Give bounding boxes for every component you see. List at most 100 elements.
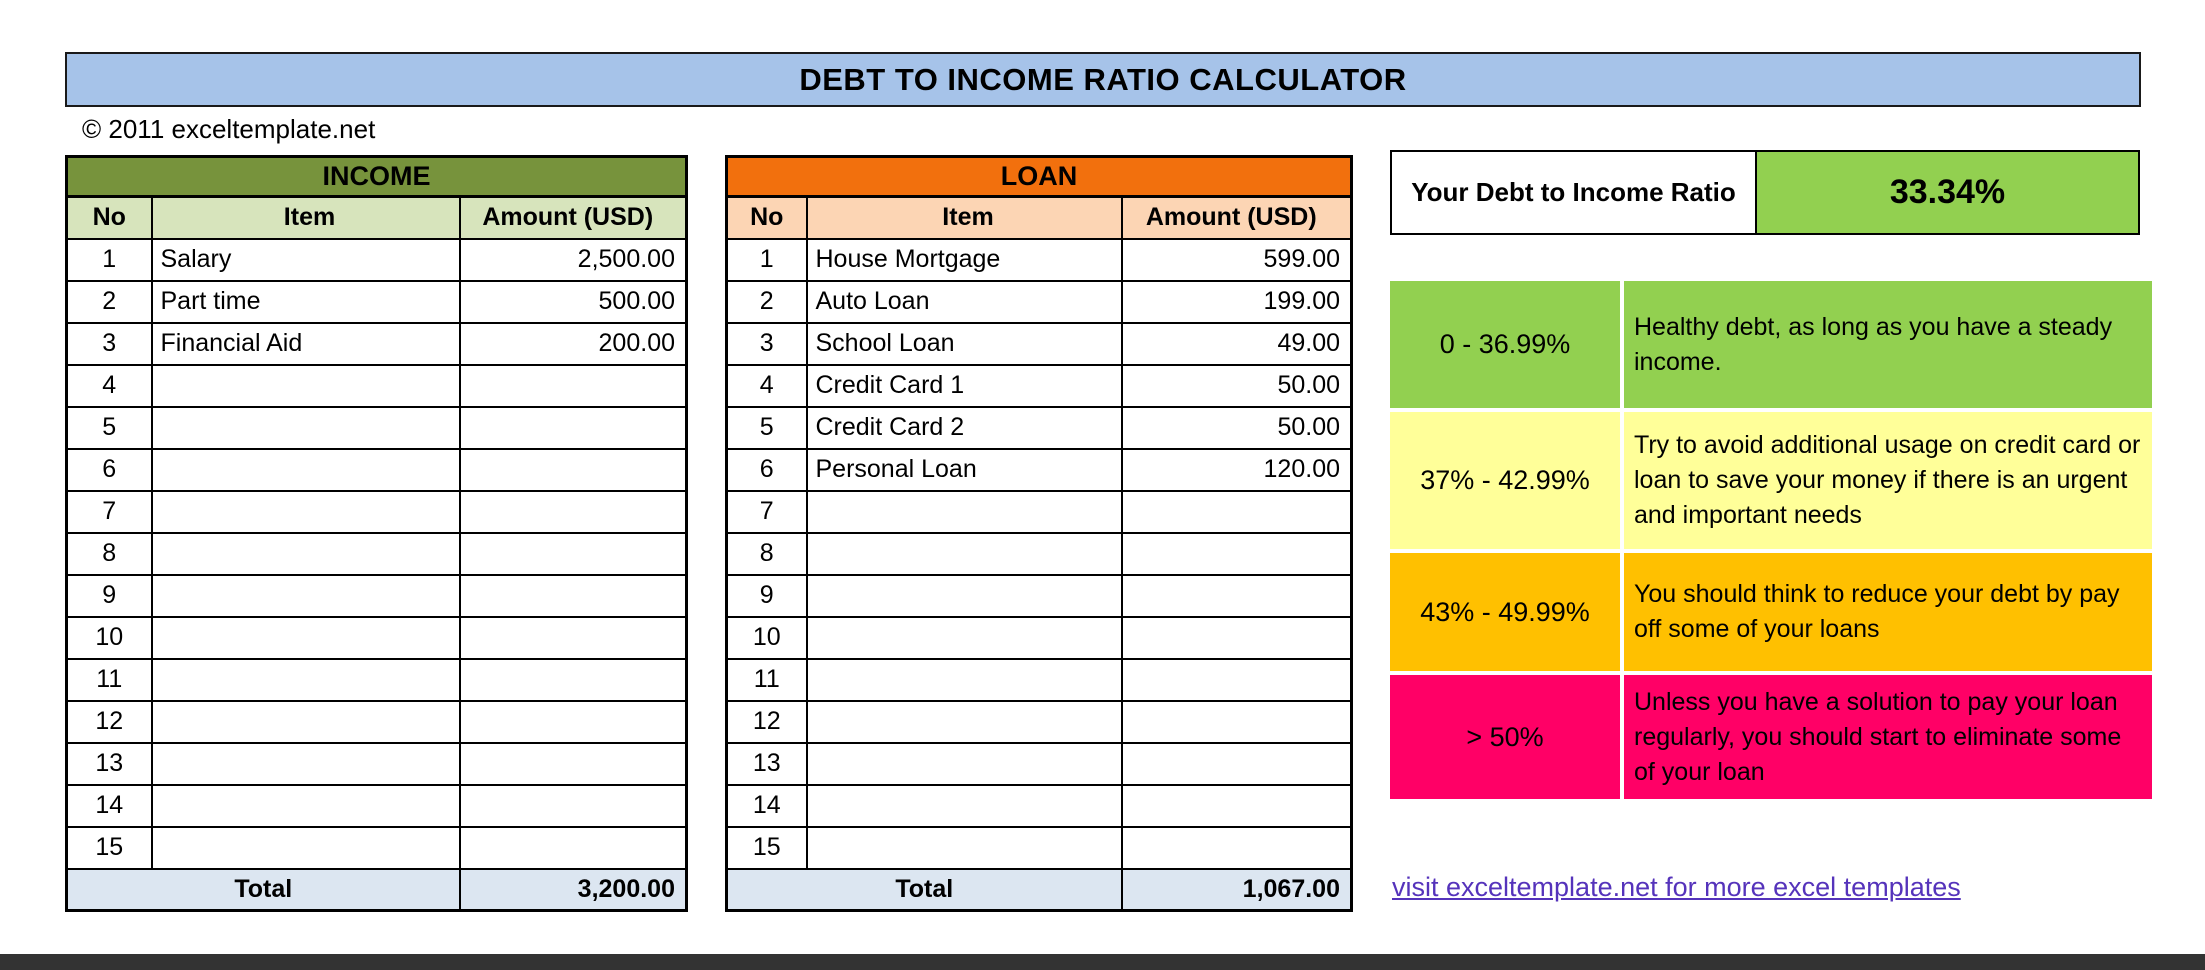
item-cell[interactable]: Financial Aid (150, 321, 461, 366)
table-row: 11 (725, 657, 1353, 702)
table-row: 2 Part time 500.00 (65, 279, 688, 324)
item-cell[interactable] (805, 699, 1123, 744)
guide-row: 43% - 49.99% You should think to reduce y… (1390, 553, 2152, 671)
item-cell[interactable] (805, 531, 1123, 576)
amount-cell[interactable]: 500.00 (458, 279, 688, 324)
item-cell[interactable]: Auto Loan (805, 279, 1123, 324)
item-cell[interactable] (150, 405, 461, 450)
no-cell[interactable]: 6 (725, 447, 808, 492)
item-cell[interactable] (150, 741, 461, 786)
item-cell[interactable]: Personal Loan (805, 447, 1123, 492)
item-cell[interactable] (150, 657, 461, 702)
column-header-no: No (725, 195, 808, 240)
item-cell[interactable] (805, 783, 1123, 828)
ratio-value-box: 33.34% (1755, 150, 2140, 235)
item-cell[interactable] (805, 657, 1123, 702)
amount-cell[interactable] (458, 783, 688, 828)
amount-cell[interactable]: 200.00 (458, 321, 688, 366)
item-cell[interactable]: House Mortgage (805, 237, 1123, 282)
no-cell[interactable]: 12 (725, 699, 808, 744)
amount-cell[interactable] (1120, 615, 1353, 660)
amount-cell[interactable]: 199.00 (1120, 279, 1353, 324)
no-cell[interactable]: 9 (725, 573, 808, 618)
amount-cell[interactable]: 2,500.00 (458, 237, 688, 282)
amount-cell[interactable]: 120.00 (1120, 447, 1353, 492)
no-cell[interactable]: 9 (65, 573, 153, 618)
amount-cell[interactable] (458, 363, 688, 408)
amount-cell[interactable]: 599.00 (1120, 237, 1353, 282)
amount-cell[interactable] (458, 531, 688, 576)
amount-cell[interactable] (458, 741, 688, 786)
amount-cell[interactable] (458, 699, 688, 744)
no-cell[interactable]: 10 (65, 615, 153, 660)
item-cell[interactable]: Credit Card 2 (805, 405, 1123, 450)
item-cell[interactable] (150, 699, 461, 744)
loan-total-value: 1,067.00 (1120, 867, 1353, 912)
item-cell[interactable] (805, 825, 1123, 870)
no-cell[interactable]: 5 (725, 405, 808, 450)
no-cell[interactable]: 7 (65, 489, 153, 534)
amount-cell[interactable] (1120, 489, 1353, 534)
item-cell[interactable]: School Loan (805, 321, 1123, 366)
item-cell[interactable]: Salary (150, 237, 461, 282)
no-cell[interactable]: 11 (725, 657, 808, 702)
item-cell[interactable] (805, 573, 1123, 618)
no-cell[interactable]: 15 (65, 825, 153, 870)
no-cell[interactable]: 12 (65, 699, 153, 744)
no-cell[interactable]: 11 (65, 657, 153, 702)
footer-link[interactable]: visit exceltemplate.net for more excel t… (1392, 872, 1961, 902)
no-cell[interactable]: 13 (65, 741, 153, 786)
amount-cell[interactable] (1120, 699, 1353, 744)
amount-cell[interactable] (458, 615, 688, 660)
amount-cell[interactable] (1120, 783, 1353, 828)
no-cell[interactable]: 3 (65, 321, 153, 366)
no-cell[interactable]: 8 (725, 531, 808, 576)
item-cell[interactable]: Part time (150, 279, 461, 324)
no-cell[interactable]: 3 (725, 321, 808, 366)
amount-cell[interactable]: 50.00 (1120, 363, 1353, 408)
item-cell[interactable] (150, 825, 461, 870)
no-cell[interactable]: 2 (65, 279, 153, 324)
item-cell[interactable] (805, 489, 1123, 534)
no-cell[interactable]: 7 (725, 489, 808, 534)
no-cell[interactable]: 13 (725, 741, 808, 786)
item-cell[interactable] (150, 489, 461, 534)
amount-cell[interactable] (458, 573, 688, 618)
item-cell[interactable] (150, 363, 461, 408)
no-cell[interactable]: 5 (65, 405, 153, 450)
table-row: 2 Auto Loan 199.00 (725, 279, 1353, 324)
item-cell[interactable] (150, 447, 461, 492)
no-cell[interactable]: 1 (65, 237, 153, 282)
amount-cell[interactable] (1120, 825, 1353, 870)
amount-cell[interactable] (1120, 741, 1353, 786)
no-cell[interactable]: 6 (65, 447, 153, 492)
no-cell[interactable]: 8 (65, 531, 153, 576)
item-cell[interactable] (150, 615, 461, 660)
amount-cell[interactable]: 50.00 (1120, 405, 1353, 450)
amount-cell[interactable] (458, 825, 688, 870)
no-cell[interactable]: 14 (725, 783, 808, 828)
amount-cell[interactable] (1120, 531, 1353, 576)
amount-cell[interactable]: 49.00 (1120, 321, 1353, 366)
amount-cell[interactable] (458, 489, 688, 534)
no-cell[interactable]: 1 (725, 237, 808, 282)
item-cell[interactable] (150, 783, 461, 828)
no-cell[interactable]: 14 (65, 783, 153, 828)
amount-cell[interactable] (458, 405, 688, 450)
no-cell[interactable]: 4 (65, 363, 153, 408)
no-cell[interactable]: 4 (725, 363, 808, 408)
item-cell[interactable] (805, 615, 1123, 660)
item-cell[interactable] (805, 741, 1123, 786)
item-cell[interactable] (150, 531, 461, 576)
amount-cell[interactable] (458, 657, 688, 702)
amount-cell[interactable] (458, 447, 688, 492)
no-cell[interactable]: 2 (725, 279, 808, 324)
total-label: Total (65, 867, 461, 912)
loan-table: LOAN No Item Amount (USD) 1 House Mortgag… (725, 155, 1353, 912)
item-cell[interactable]: Credit Card 1 (805, 363, 1123, 408)
no-cell[interactable]: 10 (725, 615, 808, 660)
amount-cell[interactable] (1120, 657, 1353, 702)
item-cell[interactable] (150, 573, 461, 618)
amount-cell[interactable] (1120, 573, 1353, 618)
no-cell[interactable]: 15 (725, 825, 808, 870)
